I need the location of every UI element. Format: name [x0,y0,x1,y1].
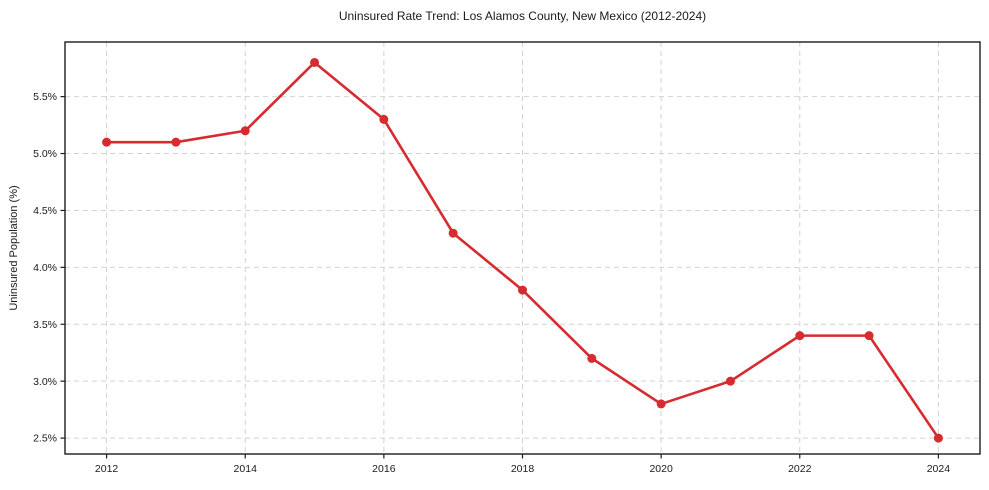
y-tick-label: 4.0% [33,262,57,274]
x-tick-label: 2020 [649,463,673,475]
data-point [933,433,943,443]
y-tick-label: 5.0% [33,148,57,160]
data-point [518,285,527,295]
data-point [587,353,597,363]
y-tick-label: 4.5% [33,205,57,217]
data-point [795,331,805,341]
data-point [656,399,666,409]
y-tick-label: 3.5% [33,319,57,331]
x-tick-label: 2018 [511,463,535,475]
data-point [102,137,112,147]
y-tick-label: 3.0% [33,376,57,388]
y-tick-label: 5.5% [33,91,57,103]
x-tick-label: 2024 [927,463,951,475]
data-point [310,57,320,67]
data-point [725,376,735,386]
data-point [864,331,874,341]
chart-title: Uninsured Rate Trend: Los Alamos County,… [338,9,707,23]
x-tick-label: 2022 [788,463,812,475]
data-point [240,126,250,136]
plot-frame [64,41,981,455]
data-point [448,228,458,238]
data-point [171,137,181,147]
data-point [379,114,389,124]
y-tick-label: 2.5% [33,433,57,445]
x-tick-label: 2016 [372,463,396,475]
x-tick-label: 2014 [234,463,258,475]
x-tick-label: 2012 [95,463,119,475]
